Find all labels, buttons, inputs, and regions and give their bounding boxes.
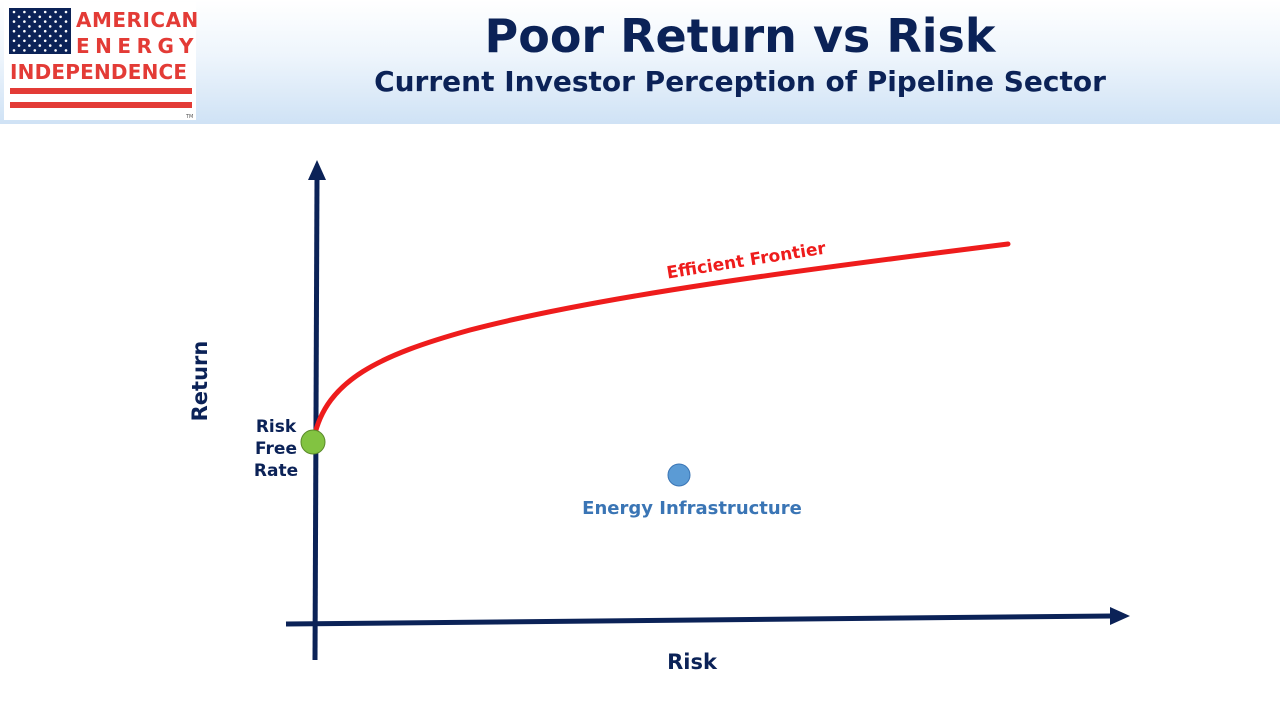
flag-star-icon [64,39,68,43]
flag-star-icon [59,34,62,38]
flag-star-icon [28,44,31,47]
flag-star-icon [59,44,62,47]
flag-star-icon [48,44,52,47]
flag-star-icon [33,39,37,43]
flag-star-icon [23,49,26,52]
flag-star-icon [59,25,62,28]
flag-star-icon [64,49,68,52]
page-title: Poor Return vs Risk [484,9,996,63]
logo-stripe [10,102,192,108]
risk-free-label-line-2: Free [255,439,297,459]
flag-star-icon [17,44,21,47]
logo-trademark: TM [186,114,194,120]
flag-star-icon [23,39,26,43]
flag-star-icon [54,10,57,14]
flag-star-icon [33,20,37,23]
flag-star-icon [38,44,42,47]
x-axis-arrowhead [1110,607,1130,625]
x-axis-label: Risk [667,650,718,674]
flag-star-icon [28,34,31,38]
flag-star-icon [54,20,57,23]
logo-text-american: AMERICAN [76,8,199,32]
flag-star-icon [33,49,37,52]
y-axis [312,177,320,661]
flag-star-icon [38,15,42,19]
flag-star-icon [23,10,26,14]
flag-star-icon [17,15,21,19]
y-axis-label: Return [188,341,212,422]
risk-free-label-line-1: Risk [256,417,297,437]
flag-star-icon [38,25,42,28]
risk-free-rate-point [300,429,326,455]
flag-star-icon [12,10,16,14]
logo-stripe [10,88,192,94]
efficient-frontier-curve [311,241,1011,441]
flag-star-icon [23,29,26,33]
flag-star-icon [33,29,37,33]
flag-star-icon [17,25,21,28]
flag-star-icon [17,34,21,38]
flag-star-icon [43,49,47,52]
x-axis [285,613,1113,627]
flag-star-icon [54,49,57,52]
flag-star-icon [43,39,47,43]
flag-star-icon [64,29,68,33]
flag-star-icon [12,20,16,23]
flag-star-icon [33,10,37,14]
flag-star-icon [48,15,52,19]
y-axis-arrowhead [308,160,326,180]
energy-infrastructure-point [667,463,691,487]
us-flag-icon [9,8,71,54]
flag-star-icon [64,20,68,23]
flag-star-icon [28,25,31,28]
header-band [0,0,1280,124]
flag-star-icon [54,29,57,33]
energy-infrastructure-label: Energy Infrastructure [582,498,802,519]
flag-star-icon [64,10,68,14]
logo: AMERICAN ENERGY INDEPENDENCE TM [4,2,199,120]
logo-text-energy: ENERGY [76,34,199,58]
flag-star-icon [48,25,52,28]
flag-star-icon [38,34,42,38]
flag-star-icon [12,29,16,33]
flag-star-icon [43,10,47,14]
flag-star-icon [48,34,52,38]
flag-star-icon [28,15,31,19]
risk-free-label-line-3: Rate [254,461,298,481]
flag-star-icon [54,39,57,43]
page-subtitle: Current Investor Perception of Pipeline … [374,65,1106,98]
flag-star-icon [23,20,26,23]
flag-star-icon [43,20,47,23]
flag-star-icon [43,29,47,33]
flag-star-icon [12,39,16,43]
flag-star-icon [59,15,62,19]
flag-star-icon [12,49,16,52]
logo-text-independence: INDEPENDENCE [10,60,188,84]
